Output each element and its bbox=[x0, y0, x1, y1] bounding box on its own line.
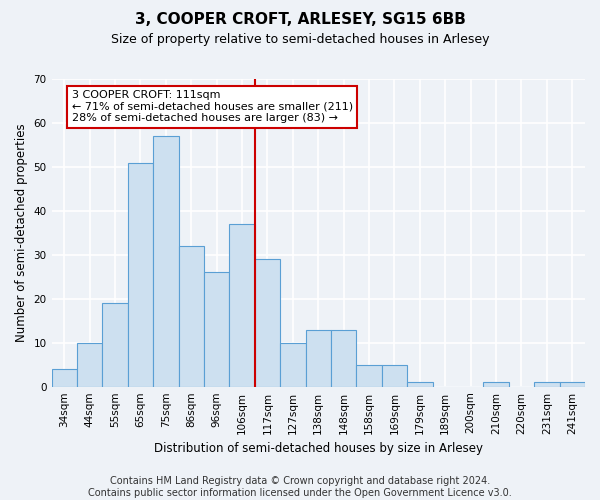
Bar bbox=[179, 246, 204, 386]
X-axis label: Distribution of semi-detached houses by size in Arlesey: Distribution of semi-detached houses by … bbox=[154, 442, 483, 455]
Bar bbox=[255, 259, 280, 386]
Text: 3 COOPER CROFT: 111sqm
← 71% of semi-detached houses are smaller (211)
28% of se: 3 COOPER CROFT: 111sqm ← 71% of semi-det… bbox=[72, 90, 353, 123]
Bar bbox=[305, 330, 331, 386]
Bar bbox=[484, 382, 509, 386]
Text: Contains HM Land Registry data © Crown copyright and database right 2024.
Contai: Contains HM Land Registry data © Crown c… bbox=[88, 476, 512, 498]
Bar bbox=[356, 364, 382, 386]
Text: Size of property relative to semi-detached houses in Arlesey: Size of property relative to semi-detach… bbox=[111, 32, 489, 46]
Bar bbox=[407, 382, 433, 386]
Bar bbox=[280, 342, 305, 386]
Y-axis label: Number of semi-detached properties: Number of semi-detached properties bbox=[15, 124, 28, 342]
Bar bbox=[534, 382, 560, 386]
Bar bbox=[331, 330, 356, 386]
Text: 3, COOPER CROFT, ARLESEY, SG15 6BB: 3, COOPER CROFT, ARLESEY, SG15 6BB bbox=[134, 12, 466, 28]
Bar bbox=[128, 162, 153, 386]
Bar bbox=[560, 382, 585, 386]
Bar bbox=[153, 136, 179, 386]
Bar bbox=[103, 303, 128, 386]
Bar bbox=[204, 272, 229, 386]
Bar bbox=[382, 364, 407, 386]
Bar bbox=[52, 369, 77, 386]
Bar bbox=[229, 224, 255, 386]
Bar bbox=[77, 342, 103, 386]
